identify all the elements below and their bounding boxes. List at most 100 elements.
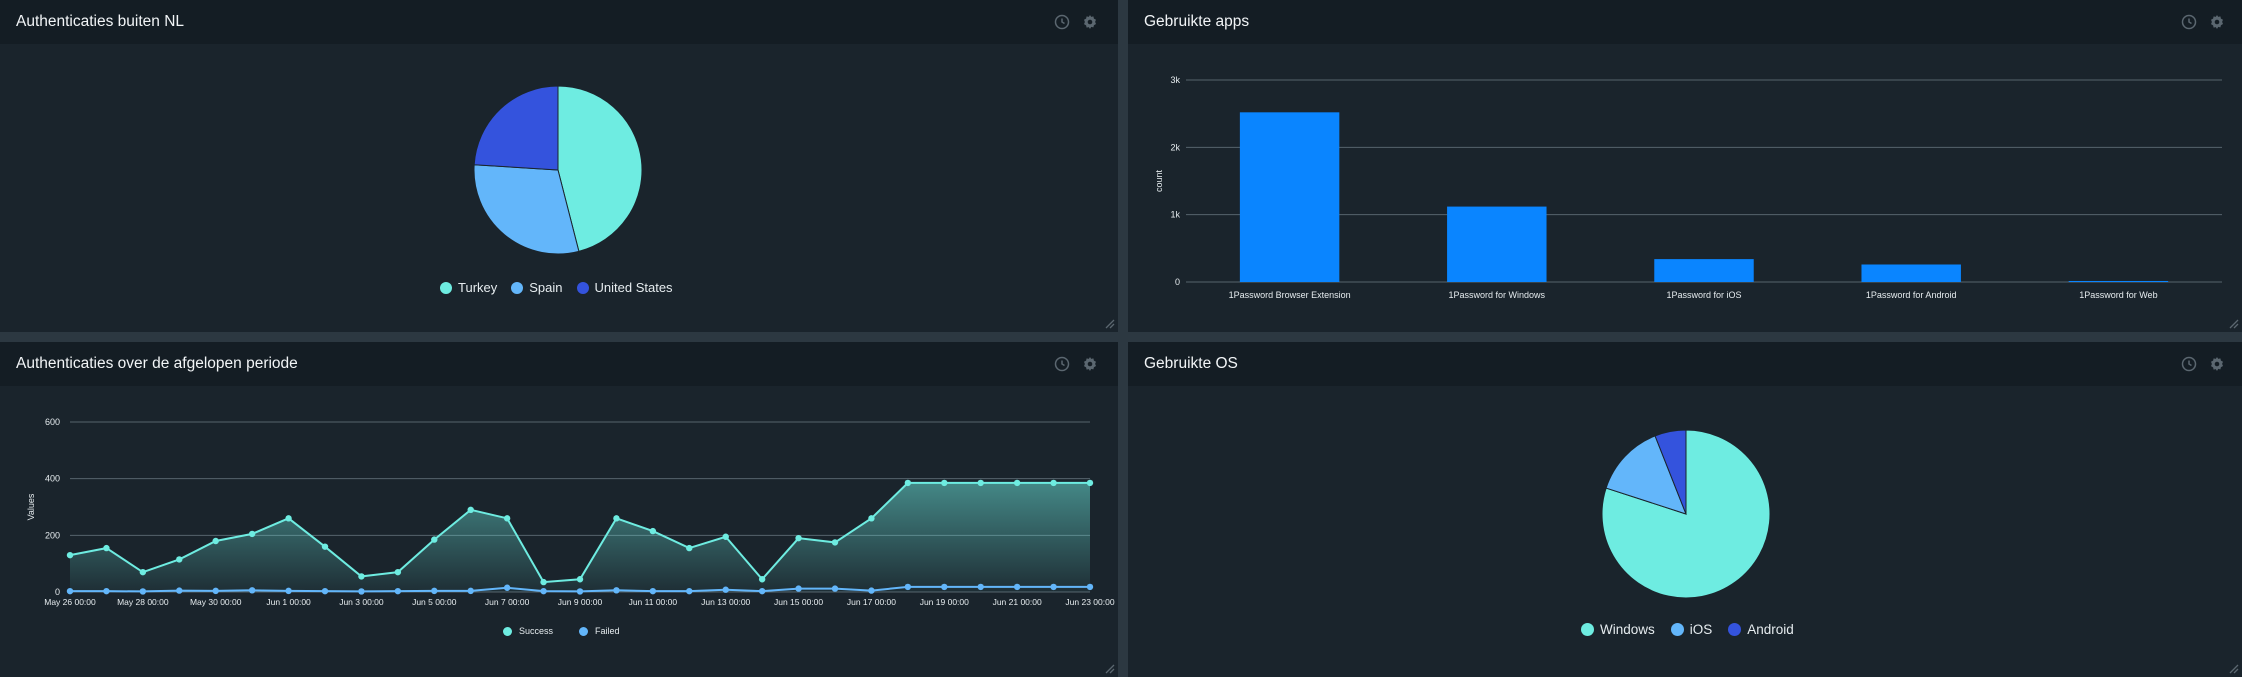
data-point[interactable] bbox=[212, 587, 219, 595]
legend-item-success[interactable]: Success bbox=[503, 626, 553, 636]
bar[interactable] bbox=[1239, 112, 1340, 282]
legend-item-android[interactable]: Android bbox=[1728, 622, 1794, 637]
data-point[interactable] bbox=[1050, 583, 1057, 591]
data-point[interactable] bbox=[431, 536, 438, 543]
legend-item-turkey[interactable]: Turkey bbox=[440, 280, 497, 295]
data-point[interactable] bbox=[467, 587, 474, 595]
data-point[interactable] bbox=[649, 527, 657, 535]
data-point[interactable] bbox=[576, 588, 584, 595]
data-point[interactable] bbox=[176, 587, 183, 594]
data-point[interactable] bbox=[686, 587, 693, 595]
data-point[interactable] bbox=[613, 515, 620, 522]
data-point[interactable] bbox=[795, 585, 802, 592]
data-point[interactable] bbox=[66, 551, 74, 559]
data-point[interactable] bbox=[394, 568, 402, 576]
data-point[interactable] bbox=[977, 479, 984, 487]
legend-item-united-states[interactable]: United States bbox=[576, 280, 673, 295]
data-point[interactable] bbox=[649, 587, 657, 595]
x-tick-label: Jun 15 00:00 bbox=[774, 597, 823, 607]
data-point[interactable] bbox=[904, 583, 912, 591]
data-point[interactable] bbox=[941, 479, 948, 487]
clock-icon[interactable] bbox=[2181, 356, 2197, 372]
data-point[interactable] bbox=[394, 587, 402, 595]
area-chart-authentications: 0 200 400 600 May 26 00:00 May 28 00:00 May 30… bbox=[26, 417, 1115, 607]
bar[interactable] bbox=[2068, 280, 2169, 282]
pie-slice-united-states[interactable] bbox=[473, 85, 559, 171]
data-point[interactable] bbox=[540, 578, 547, 586]
data-point[interactable] bbox=[248, 587, 256, 594]
pie-slice-android[interactable] bbox=[1654, 429, 1687, 515]
data-point[interactable] bbox=[1013, 583, 1021, 591]
data-point[interactable] bbox=[103, 544, 110, 552]
legend-dot bbox=[503, 626, 512, 636]
data-point[interactable] bbox=[904, 479, 912, 487]
bar[interactable] bbox=[1861, 264, 1961, 282]
data-point[interactable] bbox=[758, 587, 766, 595]
y-tick-label: 0 bbox=[1175, 277, 1180, 287]
data-point[interactable] bbox=[686, 544, 693, 552]
data-point[interactable] bbox=[66, 587, 74, 595]
legend-item-failed[interactable]: Failed bbox=[579, 626, 620, 636]
data-point[interactable] bbox=[358, 588, 365, 595]
data-point[interactable] bbox=[540, 587, 547, 595]
bar[interactable] bbox=[1654, 259, 1754, 282]
data-point[interactable] bbox=[431, 587, 438, 595]
gear-icon[interactable] bbox=[2209, 356, 2225, 372]
clock-icon[interactable] bbox=[1054, 14, 1070, 30]
panel-title: Authenticaties buiten NL bbox=[16, 13, 185, 30]
data-point[interactable] bbox=[139, 568, 147, 576]
legend-item-windows[interactable]: Windows bbox=[1581, 622, 1655, 637]
gear-icon[interactable] bbox=[2209, 14, 2225, 30]
data-point[interactable] bbox=[1086, 479, 1094, 487]
clock-icon[interactable] bbox=[2181, 14, 2197, 30]
data-point[interactable] bbox=[1050, 479, 1057, 487]
data-point[interactable] bbox=[285, 515, 292, 522]
data-point[interactable] bbox=[321, 543, 329, 550]
gear-icon[interactable] bbox=[1082, 14, 1098, 30]
data-point[interactable] bbox=[503, 515, 511, 522]
y-tick-label: 0 bbox=[55, 587, 60, 597]
data-point[interactable] bbox=[941, 583, 948, 591]
pie-slice-ios[interactable] bbox=[1605, 435, 1687, 515]
legend-label: Success bbox=[519, 626, 554, 636]
gear-icon[interactable] bbox=[1082, 356, 1098, 372]
data-point[interactable] bbox=[868, 515, 875, 522]
pie-slice-turkey[interactable] bbox=[557, 85, 643, 252]
data-point[interactable] bbox=[358, 573, 365, 580]
data-point[interactable] bbox=[1086, 583, 1094, 591]
data-point[interactable] bbox=[758, 576, 766, 583]
data-point[interactable] bbox=[212, 537, 219, 545]
data-point[interactable] bbox=[285, 587, 292, 595]
data-point[interactable] bbox=[321, 587, 329, 595]
resize-grip-icon[interactable] bbox=[1103, 317, 1115, 329]
panel-header: Gebruikte OS bbox=[1128, 342, 2242, 386]
data-point[interactable] bbox=[503, 584, 511, 591]
data-point[interactable] bbox=[248, 530, 256, 538]
data-point[interactable] bbox=[576, 576, 584, 583]
data-point[interactable] bbox=[795, 534, 802, 542]
x-tick-label: Jun 23 00:00 bbox=[1065, 597, 1114, 607]
panel-title: Gebruikte OS bbox=[1144, 355, 1238, 372]
data-point[interactable] bbox=[722, 586, 729, 593]
data-point[interactable] bbox=[139, 588, 147, 595]
data-point[interactable] bbox=[467, 506, 474, 514]
resize-grip-icon[interactable] bbox=[1103, 662, 1115, 674]
data-point[interactable] bbox=[722, 533, 729, 540]
y-tick-label: 2k bbox=[1170, 142, 1180, 152]
x-tick-label: 1Password Browser Extension bbox=[1229, 290, 1351, 300]
legend-item-spain[interactable]: Spain bbox=[511, 280, 563, 295]
data-point[interactable] bbox=[868, 587, 875, 594]
data-point[interactable] bbox=[176, 556, 183, 563]
data-point[interactable] bbox=[831, 539, 839, 546]
data-point[interactable] bbox=[1013, 479, 1021, 487]
data-point[interactable] bbox=[613, 587, 620, 594]
bar[interactable] bbox=[1447, 206, 1547, 282]
data-point[interactable] bbox=[103, 587, 110, 595]
pie-slice-spain[interactable] bbox=[473, 164, 580, 255]
data-point[interactable] bbox=[977, 583, 984, 591]
resize-grip-icon[interactable] bbox=[2227, 317, 2239, 329]
resize-grip-icon[interactable] bbox=[2227, 662, 2239, 674]
clock-icon[interactable] bbox=[1054, 356, 1070, 372]
legend-item-ios[interactable]: iOS bbox=[1670, 622, 1712, 637]
data-point[interactable] bbox=[831, 585, 839, 592]
